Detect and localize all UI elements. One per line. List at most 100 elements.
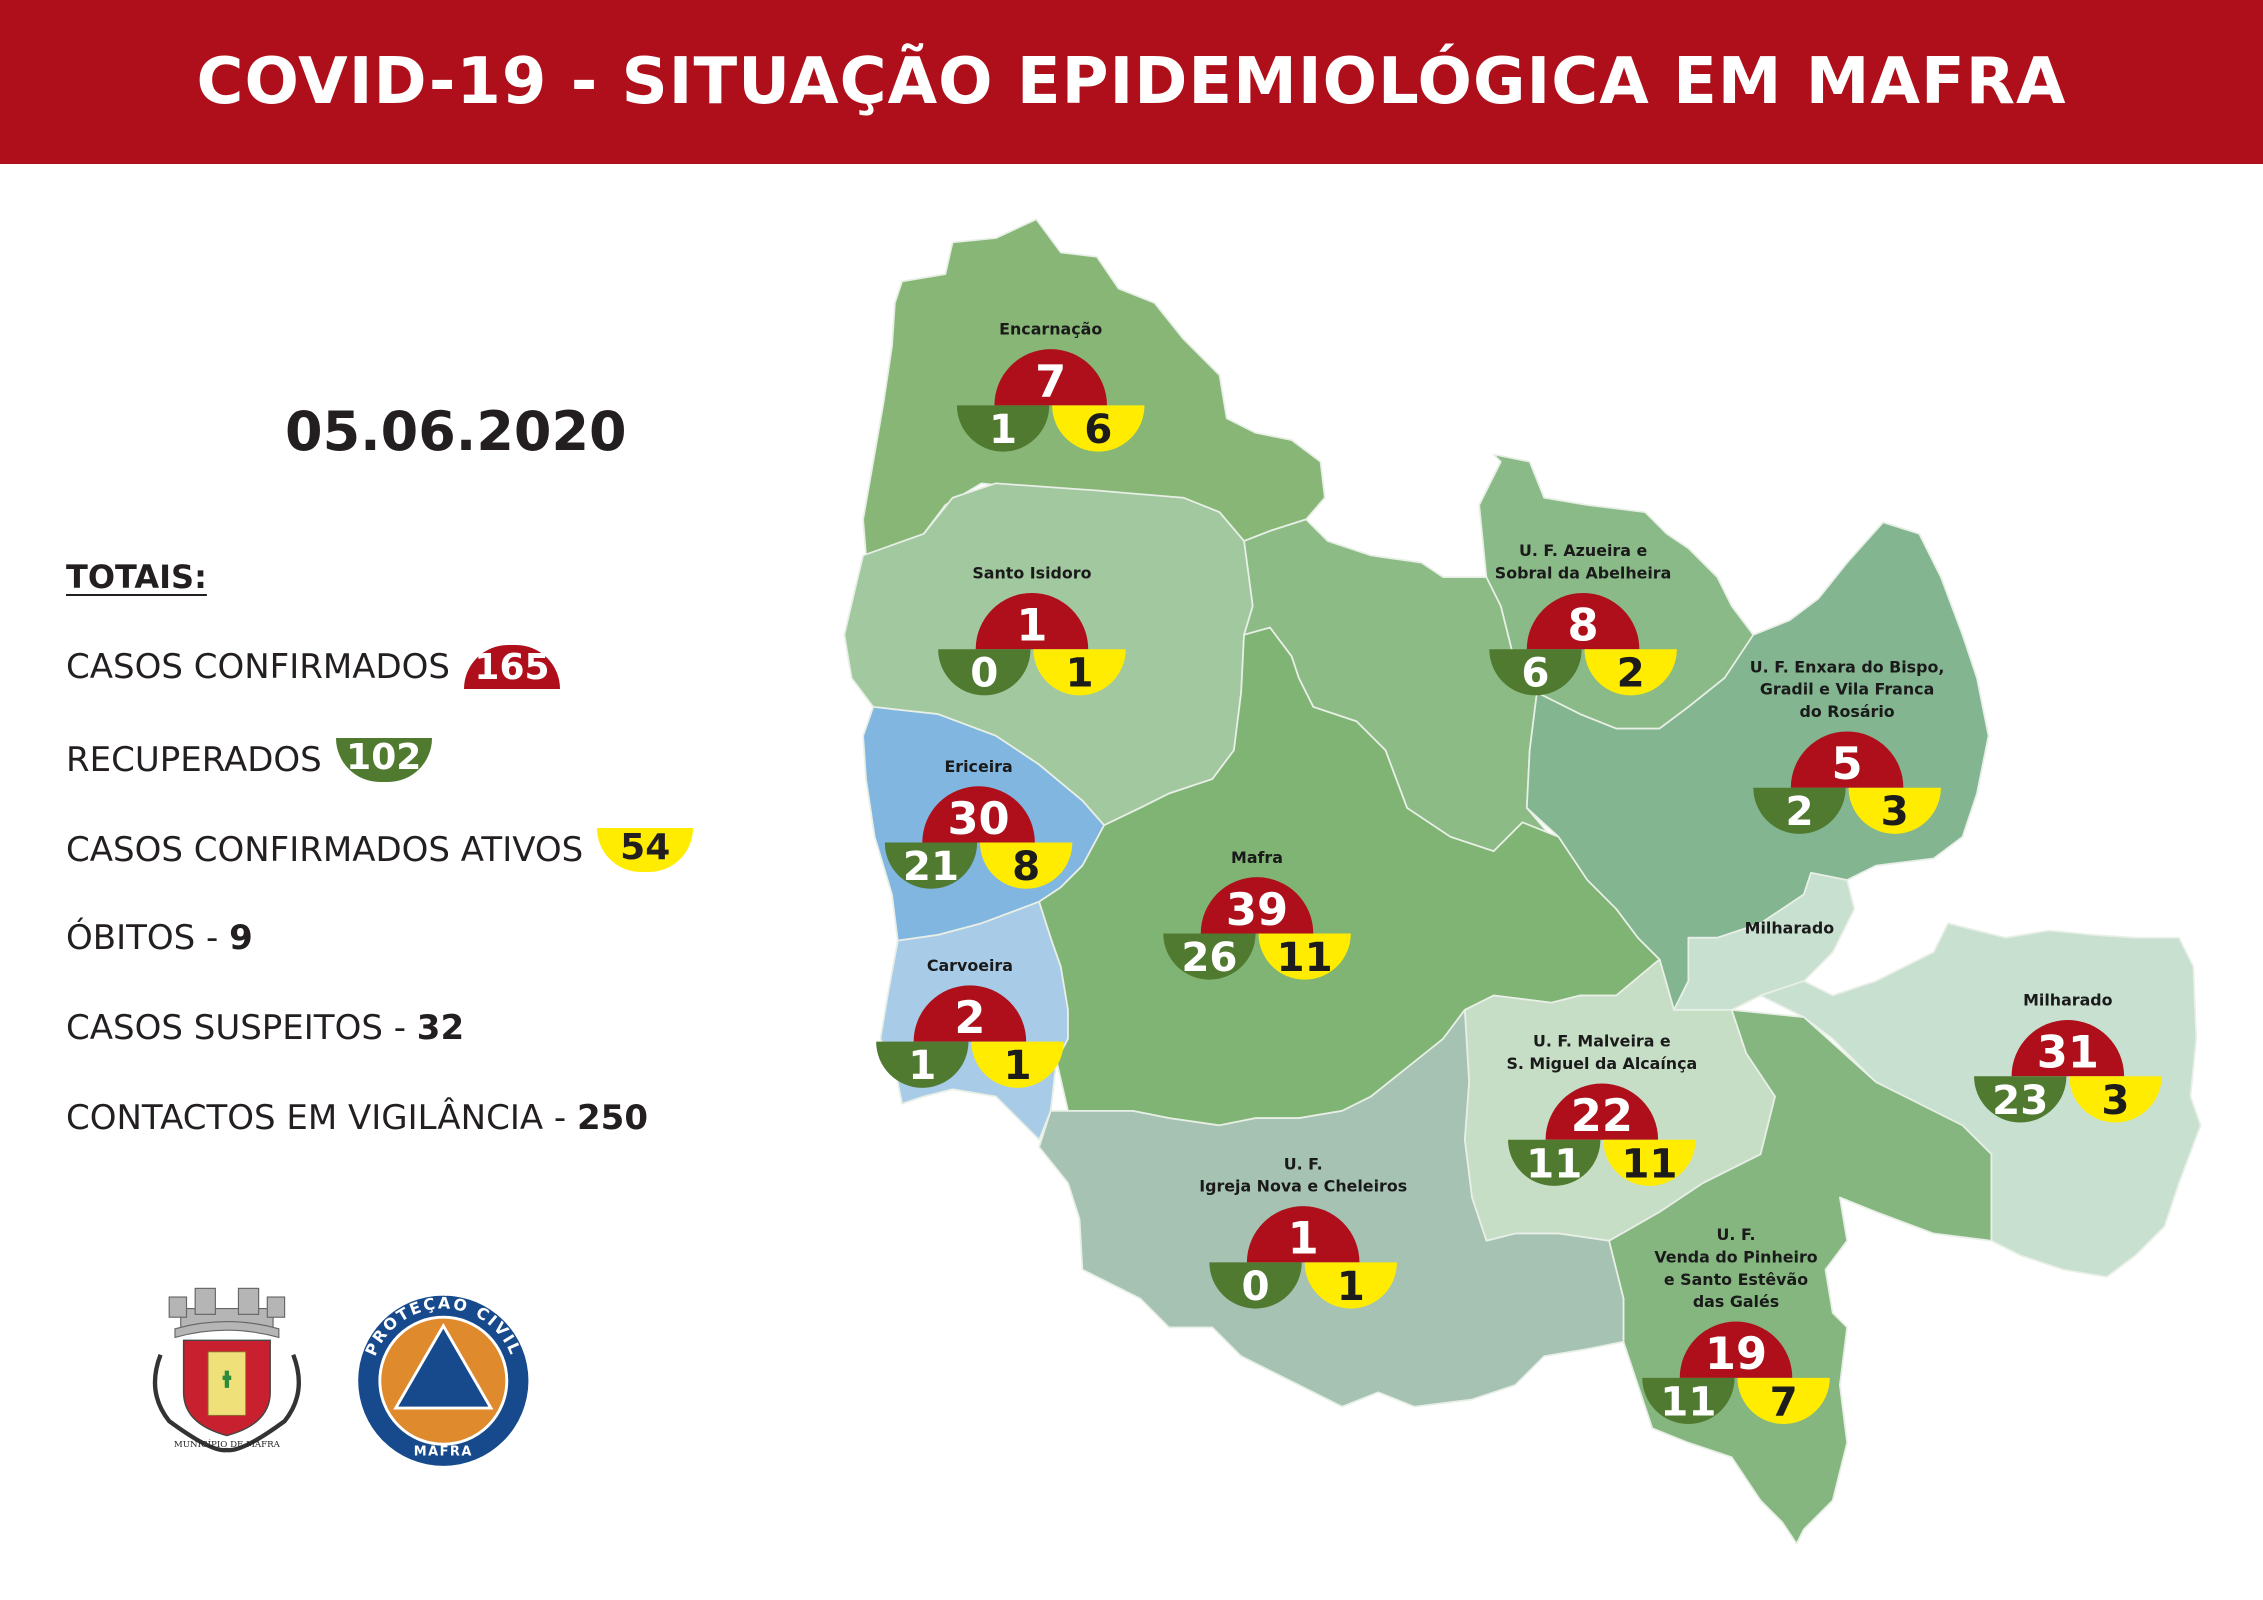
recovered-count: 1 — [989, 406, 1017, 453]
parish-label: Encarnação — [999, 320, 1102, 339]
confirmed-count: 39 — [1226, 883, 1288, 936]
recovered-semicircle — [1209, 1262, 1302, 1309]
recovered-count: 11 — [1660, 1378, 1716, 1425]
total-confirmed-label: CASOS CONFIRMADOS — [66, 647, 450, 687]
parish-label: U. F. Azueira e — [1519, 541, 1647, 560]
active-semicircle — [971, 1041, 1064, 1088]
region-enxara — [1525, 521, 1990, 1011]
total-recovered-row: RECUPERADOS 102 — [66, 738, 432, 782]
total-suspects-value: 32 — [416, 1008, 465, 1048]
confirmed-count: 30 — [947, 792, 1009, 845]
confirmed-count: 1 — [1016, 599, 1047, 652]
total-active-badge: 54 — [597, 828, 694, 872]
recovered-semicircle — [1489, 649, 1582, 696]
recovered-count: 11 — [1526, 1140, 1582, 1187]
recovered-count: 21 — [903, 843, 959, 890]
active-count: 2 — [1617, 650, 1645, 697]
parish-label: Gradil e Vila Franca — [1760, 680, 1934, 699]
parish-label: e Santo Estêvão — [1664, 1270, 1808, 1289]
total-contacts-row: CONTACTOS EM VIGILÂNCIA - 250 — [66, 1098, 648, 1138]
active-semicircle — [2069, 1076, 2162, 1123]
parish-label: Sobral da Abelheira — [1495, 564, 1672, 583]
parish-badge-enxara: U. F. Enxara do Bispo, Gradil e Vila Fran… — [1750, 657, 1945, 835]
page-title: COVID-19 - SITUAÇÃO EPIDEMIOLÓGICA EM MA… — [196, 45, 2067, 119]
recovered-semicircle — [1974, 1076, 2067, 1123]
recovered-semicircle — [884, 842, 978, 889]
active-count: 1 — [1003, 1042, 1031, 1089]
recovered-semicircle — [1753, 787, 1846, 834]
recovered-count: 2 — [1785, 788, 1813, 835]
total-confirmed-badge: 165 — [464, 645, 560, 689]
parish-label: U. F. Enxara do Bispo, — [1750, 657, 1945, 676]
total-contacts-label: CONTACTOS EM VIGILÂNCIA - — [66, 1098, 577, 1138]
total-suspects-row: CASOS SUSPEITOS - 32 — [66, 1008, 464, 1048]
confirmed-semicircle — [1545, 1083, 1659, 1140]
parish-label: U. F. — [1717, 1225, 1756, 1244]
total-contacts-value: 250 — [577, 1098, 648, 1138]
confirmed-semicircle — [1679, 1321, 1793, 1378]
active-count: 6 — [1084, 406, 1112, 453]
active-count: 11 — [1621, 1140, 1677, 1187]
recovered-semicircle — [1163, 933, 1256, 980]
total-active-row: CASOS CONFIRMADOS ATIVOS 54 — [66, 828, 694, 872]
total-deaths-label: ÓBITOS - — [66, 918, 230, 958]
parish-badge-malveira: U. F. Malveira e S. Miguel da Alcaínça 221… — [1506, 1032, 1697, 1188]
parish-badge-carvoeira: Carvoeira 21 1 — [876, 956, 1064, 1089]
active-semicircle — [980, 842, 1073, 889]
confirmed-semicircle — [1200, 877, 1314, 934]
parish-label: U. F. Malveira e — [1533, 1032, 1671, 1051]
confirmed-semicircle — [994, 349, 1107, 406]
parish-label: S. Miguel da Alcaínça — [1506, 1054, 1697, 1073]
active-semicircle — [1848, 787, 1941, 834]
parish-label: Ericeira — [944, 757, 1012, 776]
parish-label: Mafra — [1231, 848, 1283, 867]
confirmed-semicircle — [1526, 592, 1640, 650]
active-semicircle — [1052, 405, 1145, 452]
confirmed-semicircle — [1246, 1206, 1360, 1263]
municipio-logo-text: MUNICÍPIO DE MAFRA — [174, 1438, 281, 1450]
total-recovered-label: RECUPERADOS — [66, 740, 322, 780]
recovered-count: 0 — [970, 650, 998, 697]
active-semicircle — [1584, 649, 1677, 696]
active-semicircle — [1033, 649, 1126, 696]
total-confirmed-row: CASOS CONFIRMADOS 165 — [66, 645, 560, 689]
report-date: 05.06.2020 — [285, 400, 627, 463]
recovered-count: 6 — [1521, 650, 1549, 697]
recovered-count: 23 — [1992, 1077, 2048, 1124]
parish-label: U. F. — [1284, 1154, 1323, 1173]
active-count: 3 — [1881, 788, 1909, 835]
confirmed-semicircle — [922, 786, 1035, 843]
header-banner: COVID-19 - SITUAÇÃO EPIDEMIOLÓGICA EM MA… — [0, 0, 2263, 164]
active-count: 1 — [1337, 1263, 1365, 1310]
recovered-semicircle — [938, 649, 1031, 696]
active-count: 7 — [1770, 1378, 1798, 1425]
parish-label: do Rosário — [1800, 702, 1895, 721]
confirmed-count: 5 — [1832, 737, 1863, 790]
protecao-logo-bottom-text: MAFRA — [414, 1445, 473, 1460]
parish-badge-encarnacao: Encarnação 71 6 — [956, 320, 1145, 453]
active-count: 11 — [1277, 934, 1333, 981]
parish-badge-azueira: U. F. Azueira e Sobral da Abelheira 86 2 — [1489, 541, 1677, 697]
confirmed-count: 19 — [1705, 1327, 1767, 1380]
confirmed-count: 31 — [2037, 1026, 2099, 1079]
protecao-civil-logo: PROTEÇÃO CIVIL MAFRA — [358, 1293, 529, 1466]
active-semicircle — [1258, 933, 1351, 980]
total-deaths-value: 9 — [229, 918, 253, 958]
recovered-semicircle — [1642, 1377, 1735, 1424]
confirmed-count: 8 — [1568, 599, 1599, 652]
total-active-label: CASOS CONFIRMADOS ATIVOS — [66, 830, 584, 870]
confirmed-count: 22 — [1571, 1089, 1633, 1142]
municipio-coat-of-arms-logo: MUNICÍPIO DE MAFRA — [152, 1287, 301, 1453]
confirmed-semicircle — [2011, 1020, 2125, 1077]
recovered-semicircle — [1508, 1139, 1601, 1186]
total-deaths-row: ÓBITOS - 9 — [66, 918, 253, 958]
recovered-semicircle — [876, 1041, 969, 1088]
parish-label: Igreja Nova e Cheleiros — [1199, 1177, 1407, 1196]
recovered-count: 0 — [1242, 1263, 1270, 1310]
region-milharado — [1759, 922, 2202, 1278]
confirmed-semicircle — [1790, 731, 1904, 788]
active-count: 1 — [1066, 650, 1094, 697]
